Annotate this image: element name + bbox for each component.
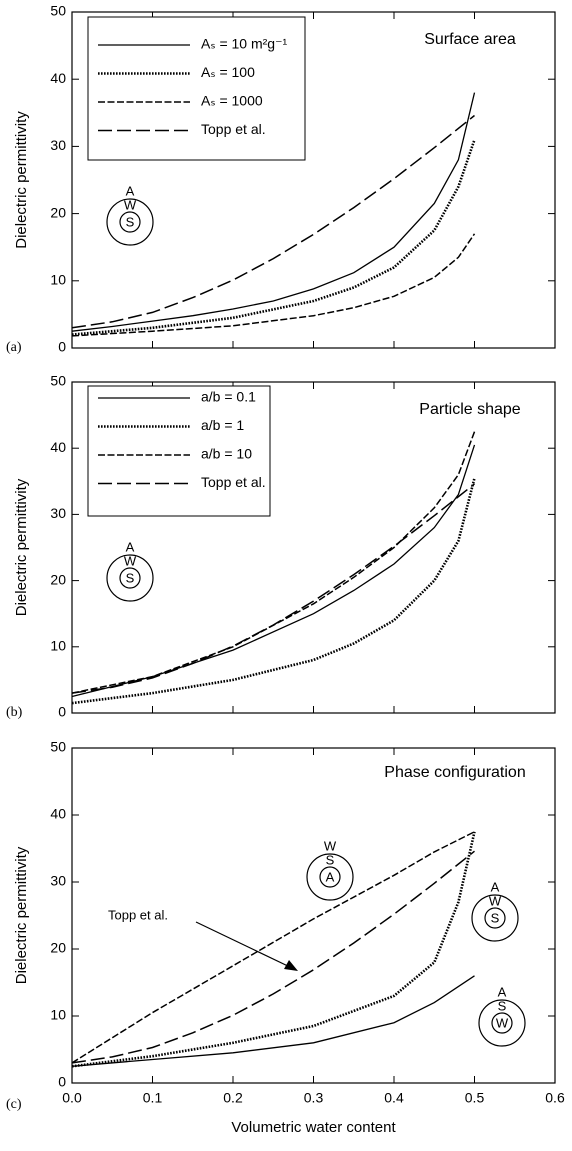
legend-label: Aₛ = 1000 <box>201 93 263 109</box>
panel-label: (b) <box>6 705 23 720</box>
x-tick-label: 0.5 <box>465 1090 485 1106</box>
y-tick-label: 40 <box>50 70 66 86</box>
series-line <box>71 975 475 1067</box>
y-tick-label: 30 <box>50 873 66 889</box>
series-line <box>71 444 476 698</box>
y-tick-label: 0 <box>58 704 66 720</box>
y-tick-label: 20 <box>50 204 66 220</box>
diagram-label: W <box>124 553 137 568</box>
diagram-label: A <box>126 539 135 554</box>
series-line <box>71 850 475 1064</box>
diagram-inner <box>319 866 341 888</box>
diagram-label: A <box>326 869 335 884</box>
y-tick-label: 40 <box>50 439 66 455</box>
diagram-label: S <box>126 570 135 585</box>
y-tick-label: 10 <box>50 638 66 654</box>
y-tick-label: 40 <box>50 806 66 822</box>
series-line <box>71 233 476 337</box>
series-line <box>71 114 475 329</box>
panel-title: Phase configuration <box>384 764 525 781</box>
annotation-arrow <box>195 921 293 969</box>
y-tick-label: 50 <box>50 739 66 755</box>
y-tick-label: 50 <box>50 373 66 389</box>
legend-label: Aₛ = 100 <box>201 64 255 80</box>
annotation: Topp et al. <box>108 907 168 922</box>
y-tick-label: 20 <box>50 940 66 956</box>
series-line <box>71 831 475 1064</box>
y-axis-label: Dielectric permittivity <box>13 111 30 249</box>
x-tick-label: 0.1 <box>143 1090 163 1106</box>
legend-box <box>87 385 271 517</box>
y-tick-label: 10 <box>50 272 66 288</box>
y-tick-label: 0 <box>58 339 66 355</box>
legend-label: Topp et al. <box>201 474 266 490</box>
y-tick-label: 10 <box>50 1007 66 1023</box>
diagram-inner <box>484 907 506 929</box>
panel-label: (c) <box>6 1097 22 1112</box>
y-tick-label: 0 <box>58 1074 66 1090</box>
diagram-inner <box>119 211 141 233</box>
legend-label: a/b = 1 <box>201 417 244 433</box>
series-line <box>71 431 476 694</box>
x-tick-label: 0.4 <box>384 1090 404 1106</box>
y-tick-label: 30 <box>50 505 66 521</box>
diagram-label: S <box>491 910 500 925</box>
series-line <box>71 92 476 332</box>
diagram-label: S <box>498 998 507 1013</box>
series-line <box>71 477 476 705</box>
diagram-label: W <box>489 893 502 908</box>
diagram-label: A <box>491 879 500 894</box>
y-tick-label: 30 <box>50 137 66 153</box>
legend-label: a/b = 10 <box>201 446 252 462</box>
legend-box <box>87 16 306 161</box>
panel-title: Particle shape <box>419 401 520 418</box>
series-line <box>71 483 475 694</box>
diagram-label: W <box>124 197 137 212</box>
legend-label: Aₛ = 10 m²g⁻¹ <box>201 36 287 52</box>
panel-title: Surface area <box>424 31 516 48</box>
legend-label: a/b = 0.1 <box>201 389 256 405</box>
diagram-label: A <box>126 183 135 198</box>
diagram-label: W <box>324 838 337 853</box>
y-tick-label: 50 <box>50 3 66 19</box>
panel-label: (a) <box>6 340 22 355</box>
y-axis-label: Dielectric permittivity <box>13 846 30 984</box>
y-tick-label: 20 <box>50 571 66 587</box>
x-axis-label: Volumetric water content <box>231 1119 396 1136</box>
diagram-inner <box>491 1012 513 1034</box>
diagram-label: S <box>126 214 135 229</box>
x-tick-label: 0.2 <box>223 1090 243 1106</box>
diagram-label: A <box>498 984 507 999</box>
arrow-head <box>284 960 298 971</box>
diagram-inner <box>119 567 141 589</box>
legend-label: Topp et al. <box>201 121 266 137</box>
diagram-label: W <box>496 1015 509 1030</box>
diagram-label: S <box>326 852 335 867</box>
x-tick-label: 0.6 <box>545 1090 565 1106</box>
x-tick-label: 0.0 <box>62 1090 82 1106</box>
x-tick-label: 0.3 <box>304 1090 324 1106</box>
y-axis-label: Dielectric permittivity <box>13 478 30 616</box>
series-line <box>71 831 476 1068</box>
